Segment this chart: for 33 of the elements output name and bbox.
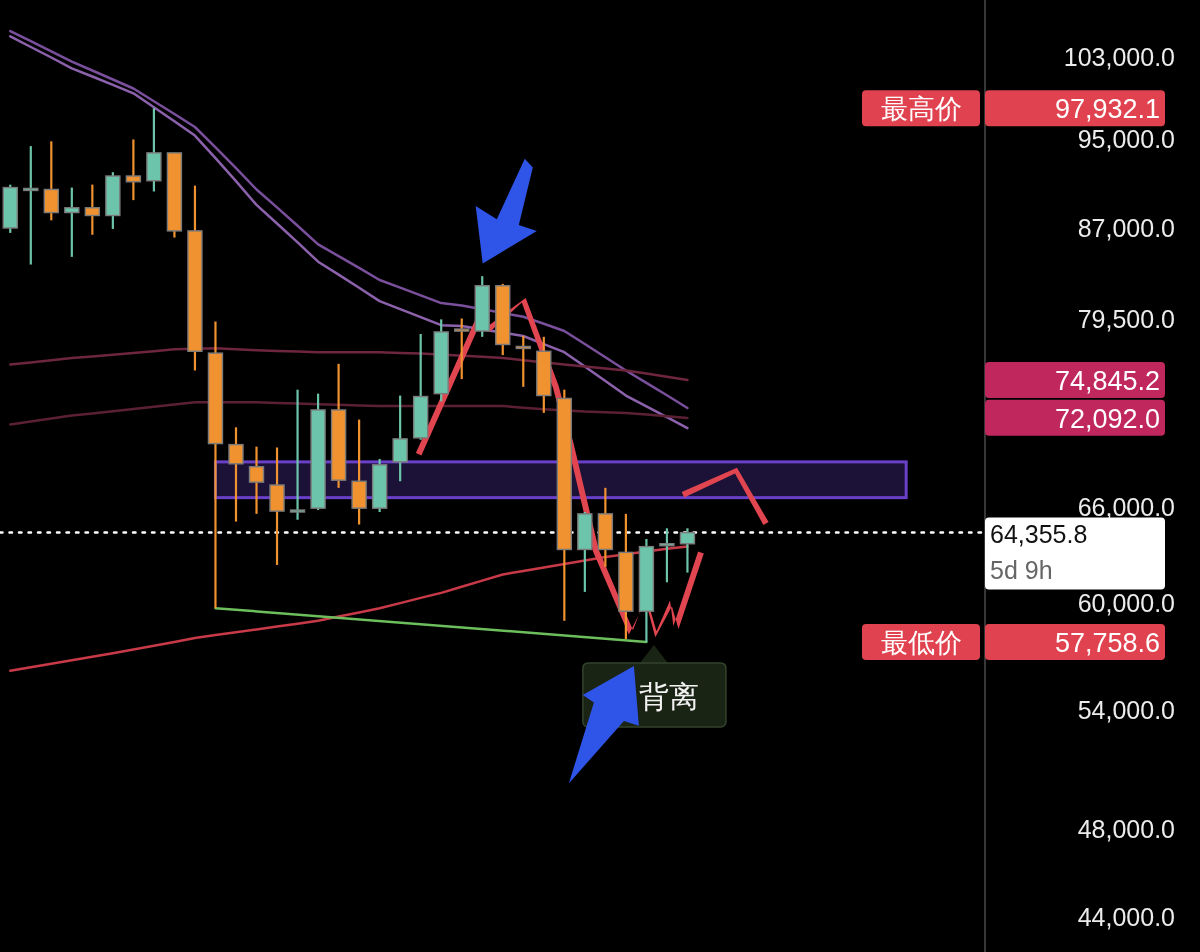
candlestick <box>289 388 306 521</box>
text: 5d 9h <box>990 555 1053 584</box>
candlestick <box>454 317 470 381</box>
candlestick <box>228 426 244 523</box>
annotation: 背离 <box>638 680 699 714</box>
candlestick <box>23 145 39 266</box>
text: 97,932.1 <box>1054 94 1160 125</box>
y-tick-label: 54,000.0 <box>1077 695 1175 724</box>
candlestick <box>679 527 696 574</box>
line-series <box>9 347 689 382</box>
y-tick-label: 44,000.0 <box>1077 902 1175 931</box>
y-tick-label: 60,000.0 <box>1077 589 1175 618</box>
y-tick-label: 66,000.0 <box>1077 493 1175 522</box>
y-tick-label: 103,000.0 <box>1063 43 1175 72</box>
candlestick <box>392 394 408 483</box>
ref-line-label: 64,355.8 <box>990 519 1088 548</box>
candlestick <box>659 527 675 584</box>
annotation: 最高价 <box>880 94 962 125</box>
text: 72,092.0 <box>1054 403 1160 434</box>
y-tick-label: 48,000.0 <box>1077 814 1175 843</box>
text: 74,845.2 <box>1054 365 1160 396</box>
annotation: 最低价 <box>880 627 962 658</box>
candlestick <box>515 334 531 388</box>
candlestick <box>125 138 142 202</box>
line-series <box>9 401 689 426</box>
y-tick-label: 87,000.0 <box>1077 213 1175 242</box>
candlestick <box>43 140 59 222</box>
y-tick-label: 95,000.0 <box>1077 124 1175 153</box>
candlestick <box>84 183 101 236</box>
candlestick <box>64 186 80 258</box>
candlestick <box>248 445 265 515</box>
text: 57,758.6 <box>1054 627 1160 658</box>
y-tick-label: 79,500.0 <box>1077 304 1175 333</box>
